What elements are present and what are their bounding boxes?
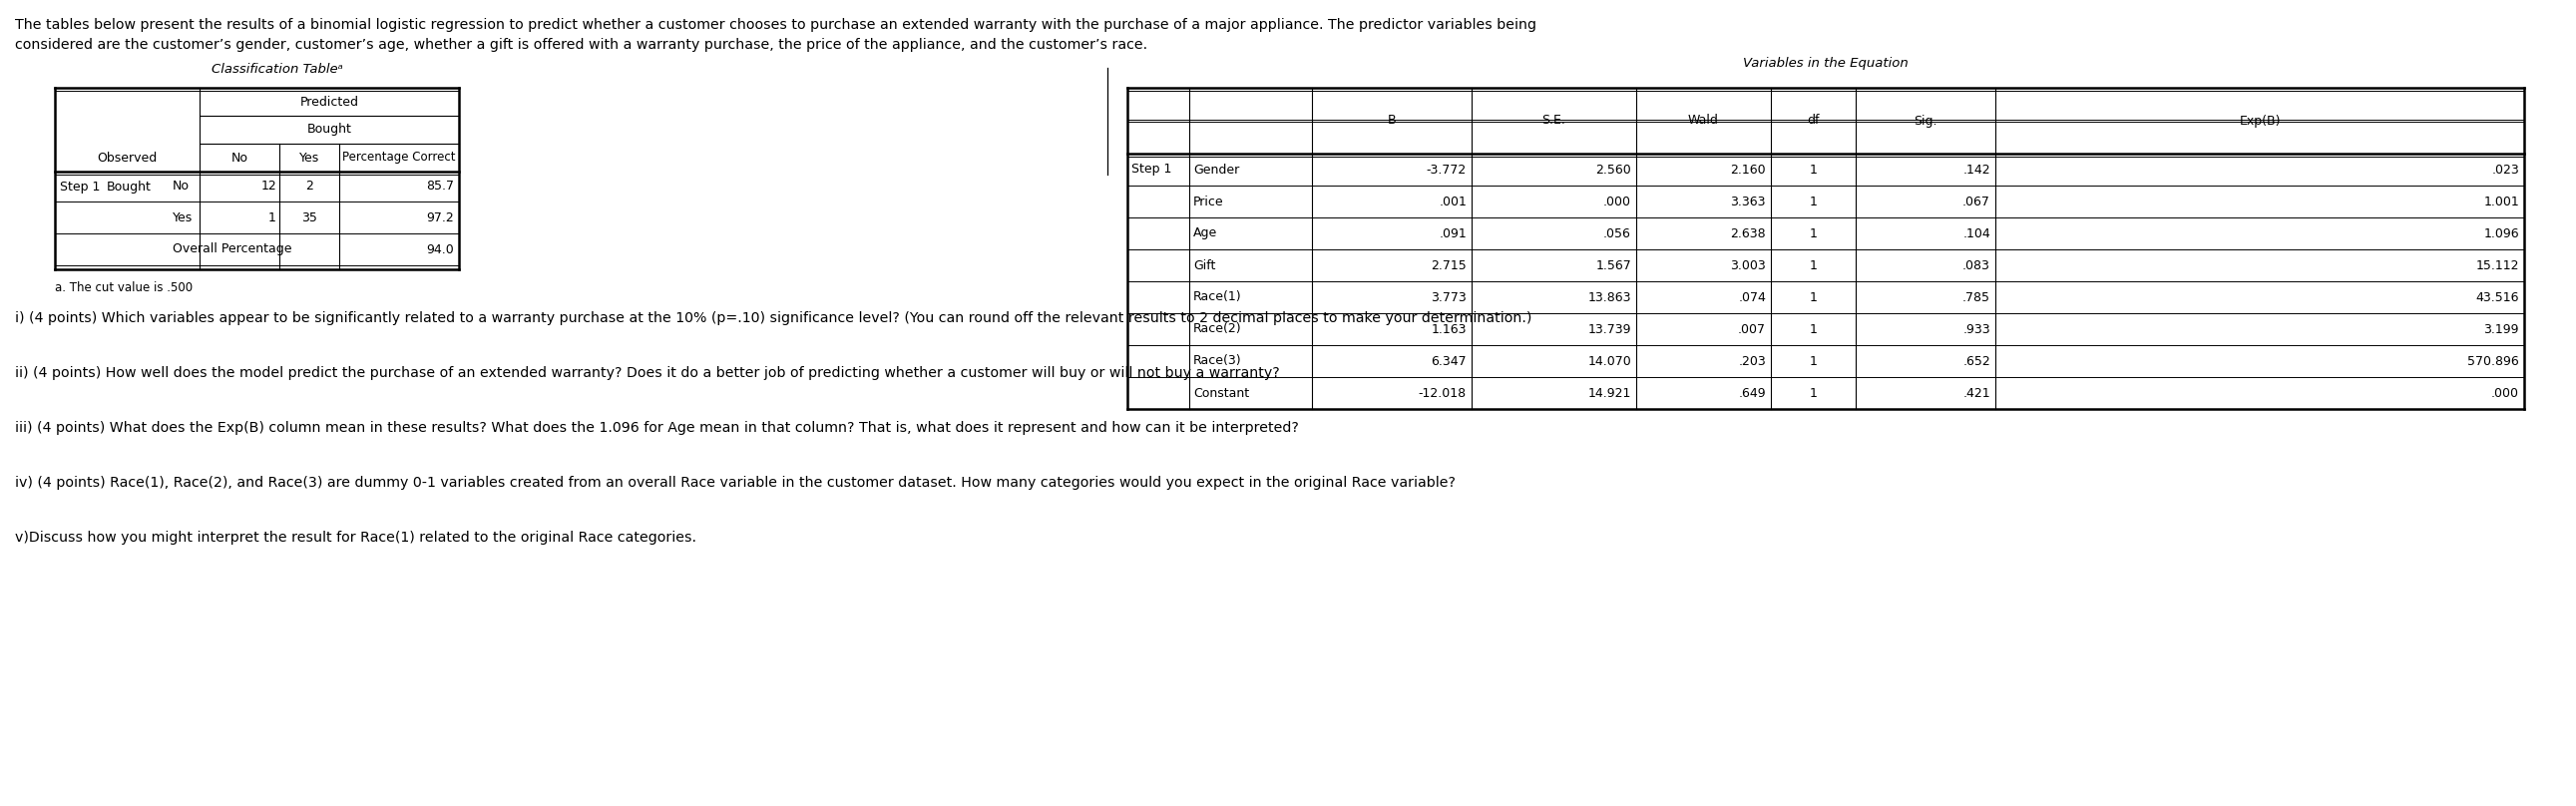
Text: Step 1: Step 1 xyxy=(59,180,100,193)
Text: 12: 12 xyxy=(260,180,276,193)
Text: Predicted: Predicted xyxy=(299,95,358,108)
Text: 3.773: 3.773 xyxy=(1430,291,1466,304)
Text: .091: .091 xyxy=(1440,227,1466,240)
Text: df: df xyxy=(1806,114,1819,127)
Text: 2.160: 2.160 xyxy=(1731,163,1767,176)
Text: Constant: Constant xyxy=(1193,387,1249,400)
Text: .785: .785 xyxy=(1963,291,1991,304)
Text: 1: 1 xyxy=(268,211,276,224)
Text: 2.638: 2.638 xyxy=(1731,227,1767,240)
Text: Gift: Gift xyxy=(1193,259,1216,272)
Text: Overall Percentage: Overall Percentage xyxy=(173,243,291,256)
Text: Race(3): Race(3) xyxy=(1193,355,1242,368)
Text: Age: Age xyxy=(1193,227,1218,240)
Text: 13.863: 13.863 xyxy=(1587,291,1631,304)
Text: 35: 35 xyxy=(301,211,317,224)
Text: Yes: Yes xyxy=(299,152,319,164)
Text: Bought: Bought xyxy=(307,123,350,136)
Text: i) (4 points) Which variables appear to be significantly related to a warranty p: i) (4 points) Which variables appear to … xyxy=(15,311,1533,325)
Text: Variables in the Equation: Variables in the Equation xyxy=(1744,57,1909,70)
Text: Observed: Observed xyxy=(98,152,157,164)
Text: .074: .074 xyxy=(1739,291,1767,304)
Text: Step 1: Step 1 xyxy=(1131,163,1172,176)
Text: 14.921: 14.921 xyxy=(1587,387,1631,400)
Text: No: No xyxy=(173,180,191,193)
Text: .083: .083 xyxy=(1963,259,1991,272)
Text: .056: .056 xyxy=(1602,227,1631,240)
Text: 1.096: 1.096 xyxy=(2483,227,2519,240)
Text: 1: 1 xyxy=(1808,355,1816,368)
Text: v)Discuss how you might interpret the result for Race(1) related to the original: v)Discuss how you might interpret the re… xyxy=(15,530,696,545)
Text: .203: .203 xyxy=(1739,355,1767,368)
Text: 1: 1 xyxy=(1808,291,1816,304)
Text: Sig.: Sig. xyxy=(1914,114,1937,127)
Text: -12.018: -12.018 xyxy=(1419,387,1466,400)
Text: Yes: Yes xyxy=(173,211,193,224)
Text: Classification Tableᵃ: Classification Tableᵃ xyxy=(211,63,343,76)
Text: The tables below present the results of a binomial logistic regression to predic: The tables below present the results of … xyxy=(15,18,1535,32)
Text: 97.2: 97.2 xyxy=(425,211,453,224)
Text: Exp(B): Exp(B) xyxy=(2239,114,2280,127)
Text: 2.715: 2.715 xyxy=(1430,259,1466,272)
Text: 15.112: 15.112 xyxy=(2476,259,2519,272)
Text: 1: 1 xyxy=(1808,259,1816,272)
Text: iv) (4 points) Race(1), Race(2), and Race(3) are dummy 0-1 variables created fro: iv) (4 points) Race(1), Race(2), and Rac… xyxy=(15,476,1455,490)
Text: No: No xyxy=(232,152,247,164)
Text: 6.347: 6.347 xyxy=(1432,355,1466,368)
Text: .001: .001 xyxy=(1440,195,1466,208)
Text: ii) (4 points) How well does the model predict the purchase of an extended warra: ii) (4 points) How well does the model p… xyxy=(15,366,1280,380)
Text: Percentage Correct: Percentage Correct xyxy=(343,152,456,164)
Text: 1.163: 1.163 xyxy=(1432,322,1466,335)
Text: 43.516: 43.516 xyxy=(2476,291,2519,304)
Text: 1.001: 1.001 xyxy=(2483,195,2519,208)
Text: 85.7: 85.7 xyxy=(425,180,453,193)
Text: .023: .023 xyxy=(2491,163,2519,176)
Text: B: B xyxy=(1388,114,1396,127)
Text: 1: 1 xyxy=(1808,322,1816,335)
Text: .142: .142 xyxy=(1963,163,1991,176)
Text: 13.739: 13.739 xyxy=(1587,322,1631,335)
Text: considered are the customer’s gender, customer’s age, whether a gift is offered : considered are the customer’s gender, cu… xyxy=(15,38,1146,52)
Text: 1.567: 1.567 xyxy=(1595,259,1631,272)
Text: .104: .104 xyxy=(1963,227,1991,240)
Text: 94.0: 94.0 xyxy=(425,243,453,256)
Text: Gender: Gender xyxy=(1193,163,1239,176)
Text: .421: .421 xyxy=(1963,387,1991,400)
Text: 570.896: 570.896 xyxy=(2468,355,2519,368)
Text: .067: .067 xyxy=(1963,195,1991,208)
Text: 1: 1 xyxy=(1808,387,1816,400)
Text: Race(1): Race(1) xyxy=(1193,291,1242,304)
Text: .007: .007 xyxy=(1739,322,1767,335)
Text: Race(2): Race(2) xyxy=(1193,322,1242,335)
Text: .649: .649 xyxy=(1739,387,1767,400)
Text: -3.772: -3.772 xyxy=(1427,163,1466,176)
Text: .000: .000 xyxy=(2491,387,2519,400)
Text: .652: .652 xyxy=(1963,355,1991,368)
Text: 1: 1 xyxy=(1808,227,1816,240)
Text: 2.560: 2.560 xyxy=(1595,163,1631,176)
Text: 3.363: 3.363 xyxy=(1731,195,1767,208)
Text: Price: Price xyxy=(1193,195,1224,208)
Text: 2: 2 xyxy=(307,180,314,193)
Text: 3.199: 3.199 xyxy=(2483,322,2519,335)
Text: 1: 1 xyxy=(1808,195,1816,208)
Text: Bought: Bought xyxy=(106,180,152,193)
Text: 14.070: 14.070 xyxy=(1587,355,1631,368)
Text: .000: .000 xyxy=(1602,195,1631,208)
Text: 1: 1 xyxy=(1808,163,1816,176)
Text: Wald: Wald xyxy=(1687,114,1718,127)
Text: S.E.: S.E. xyxy=(1543,114,1566,127)
Text: .933: .933 xyxy=(1963,322,1991,335)
Text: 3.003: 3.003 xyxy=(1731,259,1767,272)
Text: iii) (4 points) What does the Exp(B) column mean in these results? What does the: iii) (4 points) What does the Exp(B) col… xyxy=(15,421,1298,435)
Text: a. The cut value is .500: a. The cut value is .500 xyxy=(54,281,193,294)
